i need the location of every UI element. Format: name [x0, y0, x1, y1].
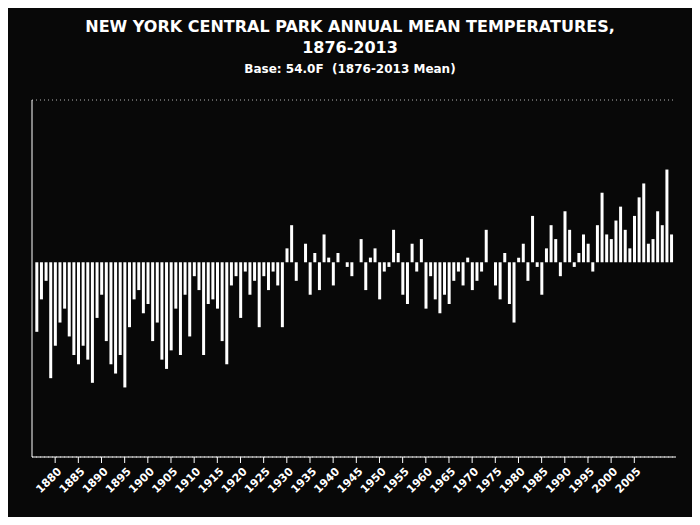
svg-text:1935: 1935 [288, 465, 319, 496]
svg-text:1980: 1980 [496, 465, 528, 496]
svg-text:1880: 1880 [33, 465, 65, 496]
svg-text:1950: 1950 [357, 465, 389, 496]
svg-text:1940: 1940 [311, 465, 343, 496]
svg-text:1975: 1975 [474, 465, 505, 496]
svg-text:1920: 1920 [218, 465, 250, 496]
svg-text:2000: 2000 [589, 465, 621, 496]
svg-text:1990: 1990 [543, 465, 574, 496]
svg-text:1970: 1970 [450, 465, 482, 496]
svg-text:1995: 1995 [566, 465, 597, 496]
svg-text:1905: 1905 [149, 465, 180, 496]
svg-text:1960: 1960 [404, 465, 435, 496]
svg-text:1895: 1895 [103, 465, 134, 496]
svg-text:1915: 1915 [196, 465, 227, 496]
svg-text:1885: 1885 [57, 465, 88, 496]
svg-text:1945: 1945 [335, 465, 366, 496]
svg-text:2005: 2005 [613, 465, 644, 496]
svg-text:1900: 1900 [126, 465, 157, 496]
svg-text:1925: 1925 [242, 465, 273, 496]
svg-text:1910: 1910 [172, 465, 204, 496]
html-text:NEW YORK CENTRAL PARK ANNUAL M: NEW YORK CENTRAL PARK ANNUAL MEAN TEMPER… [85, 17, 615, 36]
svg-text:1965: 1965 [427, 465, 458, 496]
html-text:Base: 54.0F (1876-2013 Mean): Base: 54.0F (1876-2013 Mean) [244, 62, 456, 76]
svg-text:1930: 1930 [265, 465, 296, 496]
svg-text:1890: 1890 [79, 465, 111, 496]
svg-text:1955: 1955 [381, 465, 412, 496]
html-text:1876-2013: 1876-2013 [302, 38, 398, 57]
svg-text:1985: 1985 [520, 465, 551, 496]
